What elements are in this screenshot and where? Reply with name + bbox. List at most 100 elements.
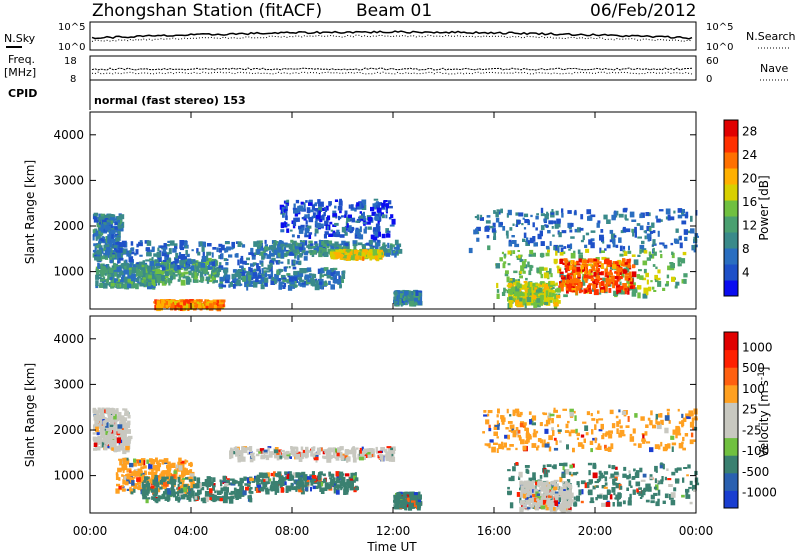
data-cell bbox=[179, 478, 185, 482]
data-cell bbox=[638, 269, 642, 272]
data-cell bbox=[314, 202, 318, 206]
data-cell bbox=[216, 247, 219, 253]
data-cell bbox=[334, 205, 337, 209]
data-cell bbox=[645, 212, 650, 217]
data-cell bbox=[677, 208, 683, 213]
data-cell bbox=[369, 246, 373, 252]
data-cell bbox=[174, 258, 179, 264]
data-cell bbox=[522, 217, 525, 220]
data-cell bbox=[333, 488, 336, 494]
data-cell bbox=[170, 487, 175, 492]
data-cell bbox=[200, 266, 203, 272]
data-cell bbox=[538, 288, 542, 293]
data-cell bbox=[336, 229, 340, 235]
data-cell bbox=[512, 223, 515, 226]
data-cell bbox=[345, 249, 349, 252]
data-cell bbox=[259, 251, 264, 256]
colorbar-frame bbox=[723, 119, 739, 297]
data-cell bbox=[274, 278, 277, 285]
data-cell bbox=[332, 477, 336, 483]
data-cell bbox=[127, 420, 131, 426]
data-cell bbox=[387, 242, 390, 249]
data-cell bbox=[534, 287, 538, 293]
data-cell bbox=[415, 290, 419, 296]
data-cell bbox=[373, 198, 379, 201]
data-cell bbox=[107, 254, 111, 258]
data-cell bbox=[295, 217, 300, 222]
data-cell bbox=[330, 229, 334, 232]
data-cell bbox=[473, 229, 477, 235]
data-cell bbox=[143, 480, 147, 483]
data-cell bbox=[513, 282, 516, 285]
data-cell bbox=[377, 212, 382, 217]
data-cell bbox=[304, 479, 307, 485]
data-cell bbox=[170, 476, 174, 480]
data-cell bbox=[260, 479, 264, 485]
data-cell bbox=[343, 486, 347, 489]
data-cell bbox=[304, 274, 310, 280]
data-cell bbox=[249, 280, 254, 284]
data-cell bbox=[284, 457, 287, 460]
data-cell bbox=[111, 268, 116, 271]
data-cell bbox=[249, 284, 253, 287]
data-cell bbox=[193, 476, 197, 481]
data-cell bbox=[682, 251, 687, 256]
data-cell bbox=[667, 265, 671, 271]
data-cell bbox=[589, 259, 594, 263]
colorbar-swatch bbox=[724, 152, 738, 169]
data-cell bbox=[201, 246, 205, 252]
data-cell bbox=[559, 258, 564, 264]
data-cell bbox=[527, 240, 530, 245]
data-cell bbox=[588, 269, 592, 274]
data-cell bbox=[273, 242, 277, 247]
data-cell bbox=[167, 278, 170, 283]
data-cell bbox=[290, 446, 293, 450]
data-cell bbox=[516, 282, 520, 287]
data-cell bbox=[512, 278, 515, 282]
data-cell bbox=[413, 300, 418, 306]
data-cell bbox=[286, 473, 290, 479]
data-cell bbox=[106, 427, 112, 433]
data-cell bbox=[297, 472, 302, 476]
data-cell bbox=[264, 239, 267, 244]
data-cell bbox=[495, 217, 500, 223]
data-cell bbox=[304, 251, 309, 256]
data-cell bbox=[291, 234, 295, 238]
data-cell bbox=[569, 229, 573, 233]
data-cell bbox=[513, 270, 518, 274]
data-cell bbox=[302, 449, 307, 453]
data-cell bbox=[346, 255, 351, 260]
data-cell bbox=[559, 244, 564, 248]
data-cell bbox=[113, 447, 117, 453]
data-cell bbox=[152, 264, 156, 270]
data-cell bbox=[168, 248, 172, 255]
data-cell bbox=[289, 456, 292, 459]
data-cell bbox=[124, 481, 129, 486]
data-cell bbox=[520, 293, 525, 297]
data-cell bbox=[591, 287, 596, 292]
data-cell bbox=[299, 483, 305, 488]
data-cell bbox=[590, 242, 595, 249]
data-cell bbox=[256, 245, 262, 251]
colorbar-swatch bbox=[724, 280, 738, 297]
data-cell bbox=[293, 480, 296, 483]
data-cell bbox=[646, 279, 649, 285]
data-cell bbox=[231, 479, 237, 485]
data-cell bbox=[111, 447, 114, 451]
data-cell bbox=[288, 276, 294, 282]
data-cell bbox=[361, 203, 365, 209]
data-cell bbox=[362, 249, 367, 255]
data-cell bbox=[505, 270, 509, 274]
data-cell bbox=[257, 275, 262, 279]
data-cell bbox=[281, 207, 285, 213]
data-cell bbox=[275, 241, 279, 244]
data-cell bbox=[551, 292, 555, 297]
data-cell bbox=[339, 234, 345, 238]
data-cell bbox=[244, 263, 250, 265]
data-cell bbox=[302, 250, 305, 254]
data-cell bbox=[114, 243, 118, 247]
data-cell bbox=[399, 293, 403, 299]
data-cell bbox=[312, 212, 316, 219]
data-cell bbox=[304, 234, 310, 238]
data-cell bbox=[572, 269, 576, 273]
